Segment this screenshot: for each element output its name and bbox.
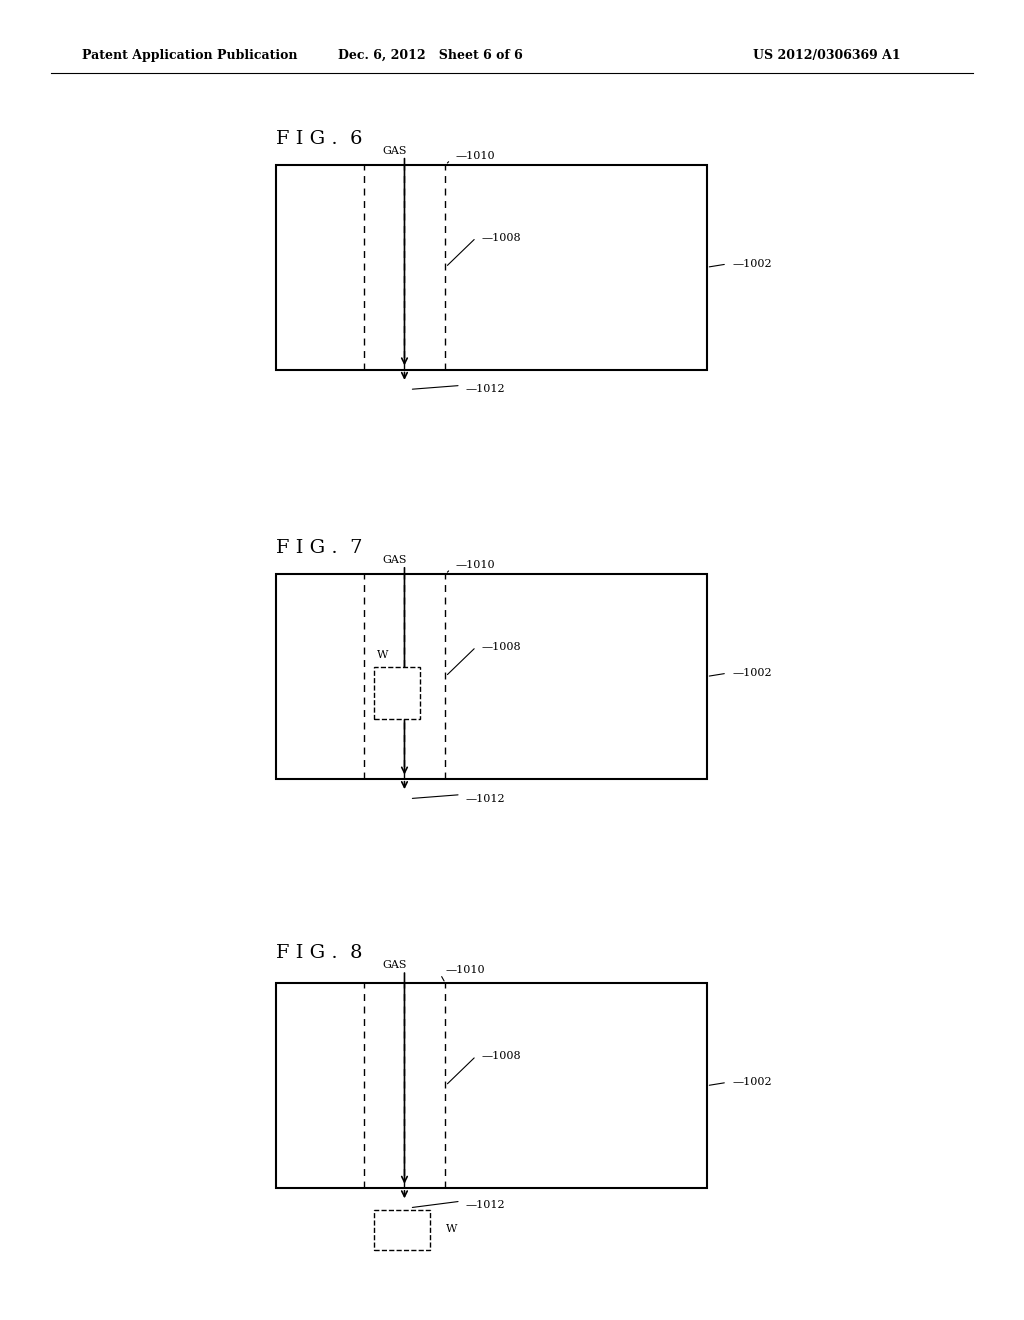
Bar (276, 574, 707, 779)
Bar (276, 983, 707, 1188)
Text: F I G .  8: F I G . 8 (276, 944, 362, 962)
Text: —1010: —1010 (445, 965, 485, 975)
Text: US 2012/0306369 A1: US 2012/0306369 A1 (754, 49, 901, 62)
Text: F I G .  7: F I G . 7 (276, 539, 362, 557)
Text: GAS: GAS (382, 960, 407, 970)
Text: GAS: GAS (382, 145, 407, 156)
Text: —1002: —1002 (732, 668, 772, 678)
Bar (374, 667, 420, 719)
Text: —1008: —1008 (481, 232, 521, 243)
Text: —1012: —1012 (466, 384, 506, 395)
Text: —1012: —1012 (466, 793, 506, 804)
Text: F I G .  6: F I G . 6 (276, 129, 362, 148)
Text: —1008: —1008 (481, 642, 521, 652)
Text: —1008: —1008 (481, 1051, 521, 1061)
Text: —1002: —1002 (732, 259, 772, 269)
Text: —1002: —1002 (732, 1077, 772, 1088)
Text: Dec. 6, 2012   Sheet 6 of 6: Dec. 6, 2012 Sheet 6 of 6 (338, 49, 522, 62)
Text: W: W (377, 649, 388, 660)
Text: —1012: —1012 (466, 1200, 506, 1210)
Text: —1010: —1010 (456, 560, 496, 570)
Bar (374, 1210, 430, 1250)
Text: W: W (445, 1224, 457, 1234)
Bar (276, 165, 707, 370)
Text: Patent Application Publication: Patent Application Publication (82, 49, 297, 62)
Text: GAS: GAS (382, 554, 407, 565)
Text: —1010: —1010 (456, 150, 496, 161)
